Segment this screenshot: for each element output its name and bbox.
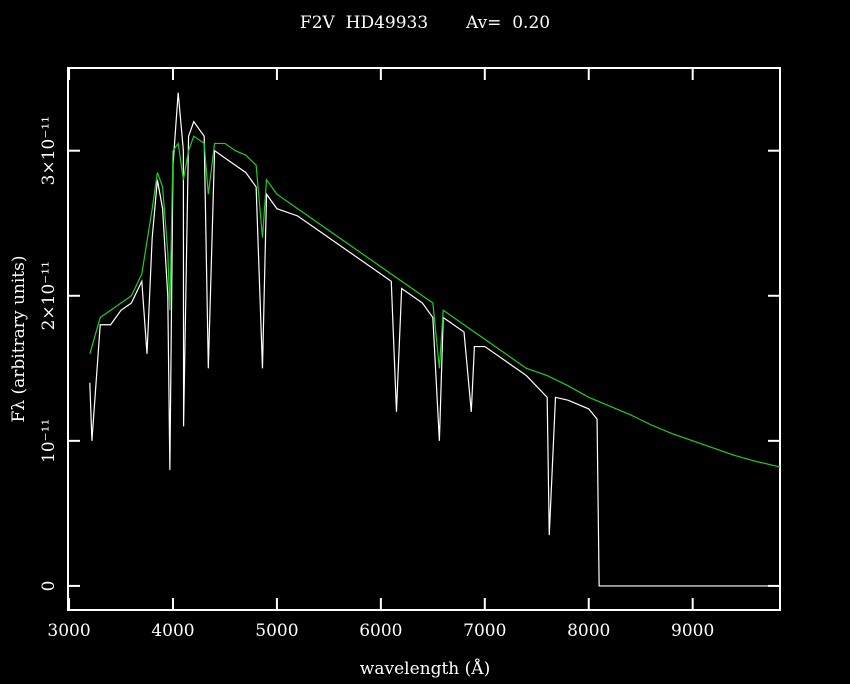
y-axis-label: Fλ (arbitrary units) xyxy=(9,256,29,423)
x-tick-label: 6000 xyxy=(359,621,402,641)
y-tick-label: 3×10⁻¹¹ xyxy=(39,116,59,185)
x-tick-label: 9000 xyxy=(671,621,714,641)
plot-frame xyxy=(67,67,781,611)
x-tick-label: 5000 xyxy=(255,621,298,641)
spectrum-line xyxy=(89,92,780,587)
x-tick-label: 8000 xyxy=(567,621,610,641)
x-tick-label: 7000 xyxy=(463,621,506,641)
spectrum-line xyxy=(89,135,781,468)
x-tick-label: 3000 xyxy=(47,621,90,641)
y-tick-label: 10⁻¹¹ xyxy=(39,419,59,463)
x-tick-label: 4000 xyxy=(151,621,194,641)
chart-title: F2V HD49933 Av= 0.20 xyxy=(300,13,550,33)
y-tick-label: 2×10⁻¹¹ xyxy=(39,261,59,330)
y-tick-label: 0 xyxy=(39,581,59,592)
x-axis-label: wavelength (Å) xyxy=(360,658,490,679)
